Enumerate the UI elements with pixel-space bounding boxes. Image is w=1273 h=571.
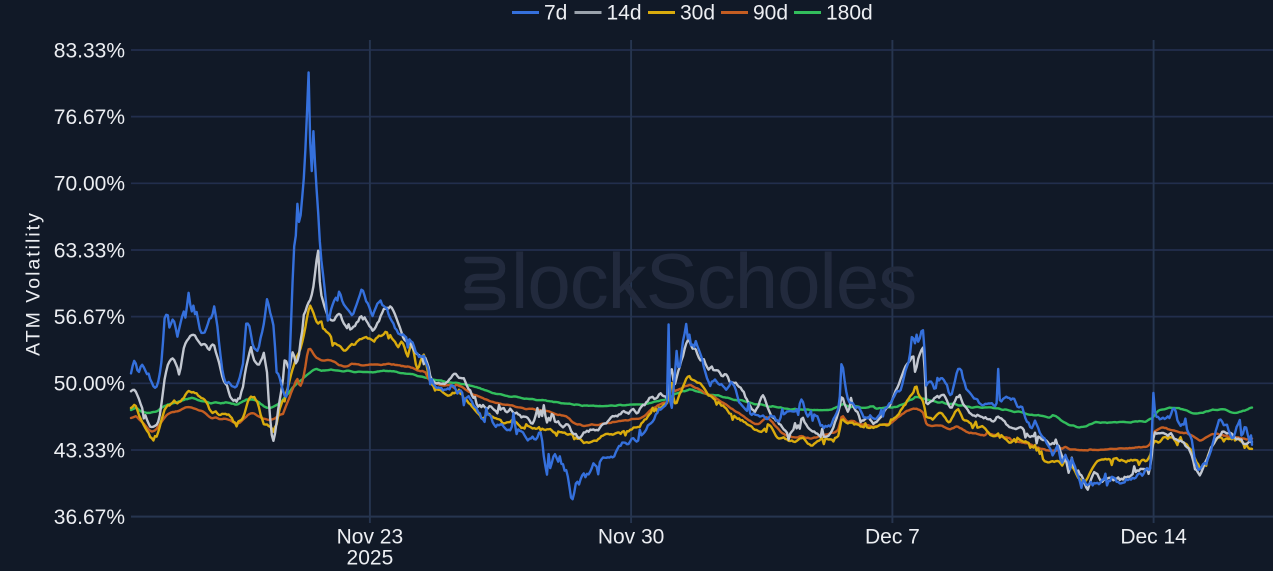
svg-text:180d: 180d bbox=[826, 2, 873, 25]
svg-text:lockScholes: lockScholes bbox=[511, 237, 916, 325]
svg-text:70.00%: 70.00% bbox=[54, 173, 125, 196]
svg-text:Dec 14: Dec 14 bbox=[1120, 526, 1187, 549]
svg-text:50.00%: 50.00% bbox=[54, 373, 125, 396]
svg-text:7d: 7d bbox=[544, 2, 567, 25]
svg-text:Dec 7: Dec 7 bbox=[865, 526, 920, 549]
svg-text:30d: 30d bbox=[680, 2, 715, 25]
svg-text:56.67%: 56.67% bbox=[54, 306, 125, 329]
svg-text:Nov 23: Nov 23 bbox=[337, 526, 404, 549]
svg-text:43.33%: 43.33% bbox=[54, 439, 125, 462]
svg-text:14d: 14d bbox=[607, 2, 642, 25]
svg-text:Nov 30: Nov 30 bbox=[598, 526, 665, 549]
svg-text:83.33%: 83.33% bbox=[54, 39, 125, 62]
svg-text:76.67%: 76.67% bbox=[54, 106, 125, 129]
svg-text:36.67%: 36.67% bbox=[54, 506, 125, 529]
svg-text:2025: 2025 bbox=[347, 547, 394, 567]
svg-text:63.33%: 63.33% bbox=[54, 239, 125, 262]
svg-text:ATM Volatility: ATM Volatility bbox=[23, 211, 45, 356]
svg-text:90d: 90d bbox=[753, 2, 788, 25]
